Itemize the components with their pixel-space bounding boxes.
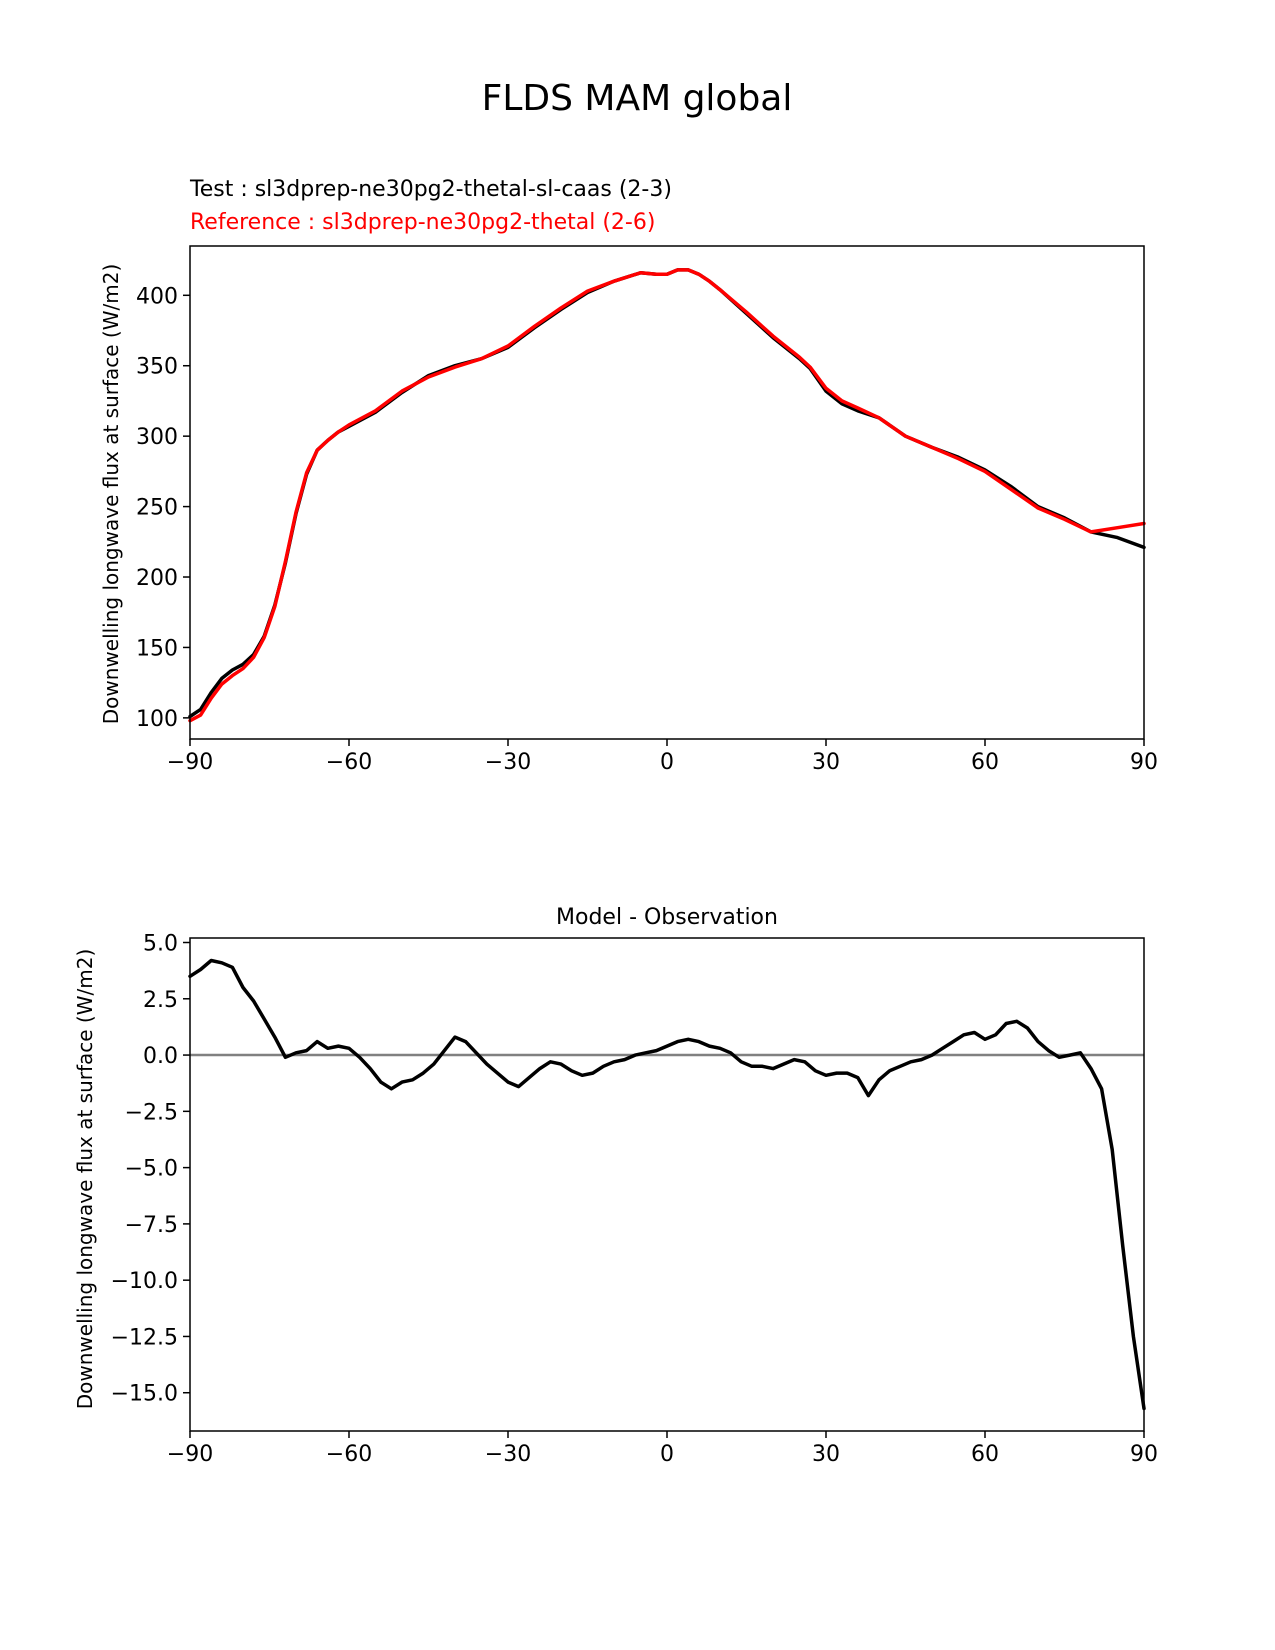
- top-chart-title-reference: Reference : sl3dprep-ne30pg2-thetal (2-6…: [190, 210, 655, 235]
- bottom-chart-y-tick-label: 2.5: [143, 988, 178, 1013]
- bottom-chart-x-tick-label: −60: [326, 1442, 372, 1467]
- bottom-chart-axes-frame: [189, 937, 1145, 1432]
- bottom-chart-x-tick-label: 60: [971, 1442, 999, 1467]
- top-chart-y-axis-label: Downwelling longwave flux at surface (W/…: [99, 264, 123, 725]
- bottom-chart-y-axis-label: Downwelling longwave flux at surface (W/…: [73, 949, 97, 1410]
- top-chart-series-line-reference: [188, 268, 1146, 723]
- bottom-chart-title: Model - Observation: [556, 905, 778, 930]
- top-chart-marks: −90 −60 −30 0 30 60 90 100 150 200 250 300 350 400: [136, 268, 1158, 775]
- top-chart-y-tick-label: 200: [136, 566, 178, 591]
- figure-title: FLDS MAM global: [482, 78, 793, 119]
- bottom-chart-x-tick-label: −90: [167, 1442, 213, 1467]
- bottom-chart-series-line-test: [188, 958, 1146, 1411]
- top-chart-y-tick-label: 250: [136, 496, 178, 521]
- bottom-chart-y-tick-label: 0.0: [143, 1044, 178, 1069]
- top-chart-x-tick-label: −90: [167, 750, 213, 775]
- top-chart-x-tick-label: −60: [326, 750, 372, 775]
- top-chart-y-tick-label: 150: [136, 636, 178, 661]
- bottom-chart-x-tick-label: 30: [812, 1442, 840, 1467]
- bottom-chart-x-tick-label: −30: [485, 1442, 531, 1467]
- top-chart-y-tick-label: 100: [136, 707, 178, 732]
- bottom-chart-y-tick-label: −15.0: [111, 1382, 178, 1407]
- top-chart-panel: Test : sl3dprep-ne30pg2-thetal-sl-caas (…: [99, 177, 1158, 775]
- top-chart-x-tick-label: 0: [660, 750, 674, 775]
- top-chart-x-tick-label: 90: [1130, 750, 1158, 775]
- bottom-chart-x-tick-label: 0: [660, 1442, 674, 1467]
- bottom-chart-y-tick-label: −2.5: [125, 1100, 178, 1125]
- top-chart-axes-frame: [189, 245, 1145, 740]
- top-chart-y-tick-label: 400: [136, 284, 178, 309]
- top-chart-x-tick-label: 60: [971, 750, 999, 775]
- bottom-chart-marks: −90 −60 −30 0 30 60 90 5.0 2.5 0.0 −2.5 −5.0 −7.5 −10…: [111, 932, 1158, 1467]
- bottom-chart-y-tick-label: −12.5: [111, 1325, 178, 1350]
- bottom-chart-y-tick-label: −7.5: [125, 1213, 178, 1238]
- bottom-chart-y-tick-label: 5.0: [143, 932, 178, 957]
- bottom-chart-y-tick-label: −5.0: [125, 1157, 178, 1182]
- bottom-chart-y-tick-label: −10.0: [111, 1269, 178, 1294]
- top-chart-y-tick-label: 350: [136, 355, 178, 380]
- top-chart-x-tick-label: −30: [485, 750, 531, 775]
- bottom-chart-panel: Model - Observation Downwelling longwave…: [73, 905, 1158, 1467]
- top-chart-title-test: Test : sl3dprep-ne30pg2-thetal-sl-caas (…: [189, 177, 672, 202]
- top-chart-x-tick-label: 30: [812, 750, 840, 775]
- top-chart-y-tick-label: 300: [136, 425, 178, 450]
- bottom-chart-x-tick-label: 90: [1130, 1442, 1158, 1467]
